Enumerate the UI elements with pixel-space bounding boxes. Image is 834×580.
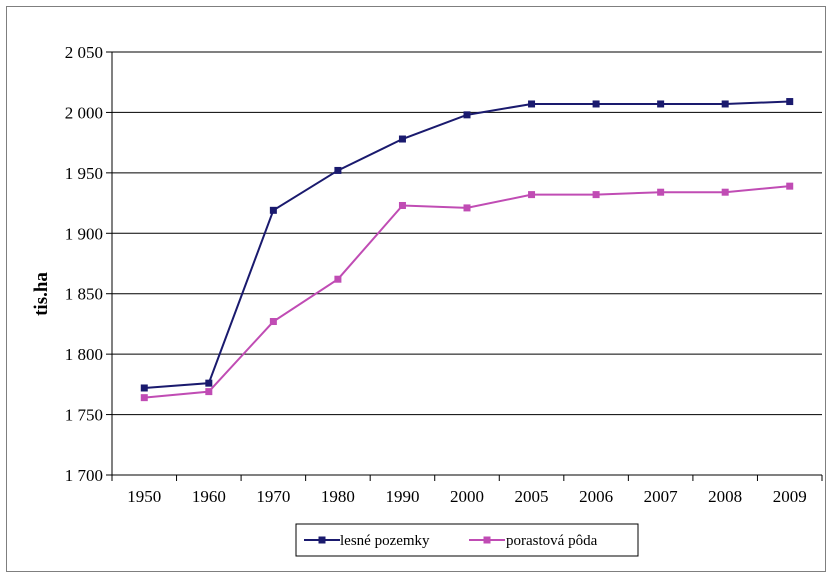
x-tick-label: 2009 xyxy=(773,487,807,506)
y-tick-label: 2 050 xyxy=(65,43,103,62)
data-point xyxy=(657,100,665,108)
data-point xyxy=(140,394,148,402)
data-point xyxy=(657,188,665,196)
series-line-1 xyxy=(144,100,790,389)
x-tick-label: 1980 xyxy=(321,487,355,506)
y-tick-label: 1 850 xyxy=(65,285,103,304)
x-tick-label: 1970 xyxy=(256,487,290,506)
data-point xyxy=(592,191,600,199)
x-tick-label: 2008 xyxy=(708,487,742,506)
y-tick-label: 1 950 xyxy=(65,164,103,183)
chart-frame xyxy=(6,6,826,572)
legend-label: lesné pozemky xyxy=(340,533,430,549)
data-point xyxy=(334,275,342,283)
x-tick-label: 1950 xyxy=(127,487,161,506)
data-point xyxy=(140,384,148,392)
x-tick-label: 2007 xyxy=(644,487,679,506)
data-point xyxy=(205,379,213,387)
y-tick-label: 2 000 xyxy=(65,103,103,122)
series-lines xyxy=(140,98,794,402)
data-point xyxy=(592,100,600,108)
x-tick-label: 2006 xyxy=(579,487,613,506)
data-point xyxy=(463,204,471,212)
data-point xyxy=(786,182,794,190)
data-point xyxy=(334,166,342,174)
data-point xyxy=(463,111,471,119)
y-tick-label: 1 900 xyxy=(65,224,103,243)
gridlines xyxy=(112,51,822,416)
axes xyxy=(106,51,823,481)
legend-swatch-marker xyxy=(318,536,326,544)
x-tick-label: 1960 xyxy=(192,487,226,506)
x-tick-label: 2000 xyxy=(450,487,484,506)
data-point xyxy=(205,388,213,396)
data-point xyxy=(786,98,794,106)
data-point xyxy=(269,318,277,326)
legend-box xyxy=(295,523,639,557)
data-point xyxy=(528,100,536,108)
y-tick-label: 1 750 xyxy=(65,406,103,425)
tick-labels: 1 700 1 750 1 800 1 850 1 900 1 950 2 000 2 050… xyxy=(65,43,807,506)
legend-label: porastová pôda xyxy=(506,533,598,549)
y-tick-label: 1 700 xyxy=(65,466,103,485)
y-tick-label: 1 800 xyxy=(65,345,103,364)
x-tick-label: 1990 xyxy=(385,487,419,506)
data-point xyxy=(269,206,277,214)
data-point xyxy=(721,100,729,108)
legend: lesné pozemky porastová pôda xyxy=(295,523,639,557)
data-point xyxy=(721,188,729,196)
series-line-2 xyxy=(144,185,790,399)
data-point xyxy=(398,201,406,209)
x-tick-label: 2005 xyxy=(515,487,549,506)
legend-swatch-marker xyxy=(483,536,491,544)
data-point xyxy=(528,191,536,199)
data-point xyxy=(398,135,406,143)
y-axis-label: tis.ha xyxy=(31,272,52,316)
